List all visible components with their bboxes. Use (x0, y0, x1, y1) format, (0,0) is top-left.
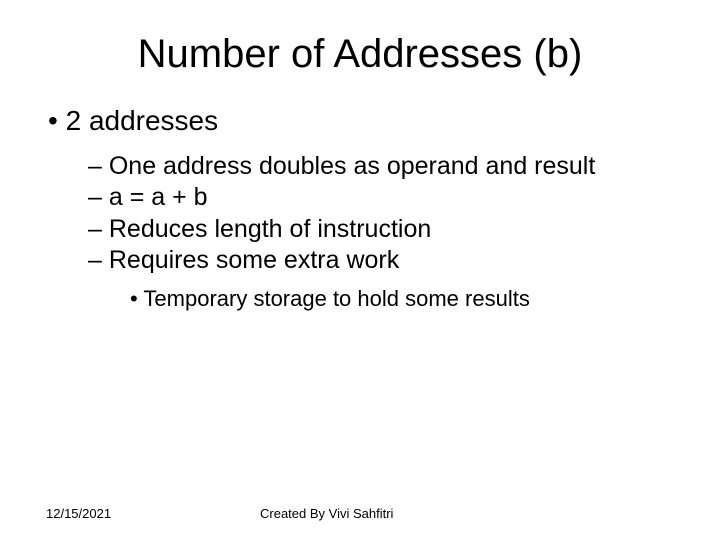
bullet-level2-text: a = a + b (109, 183, 208, 211)
bullet-level3-text: Temporary storage to hold some results (143, 286, 529, 311)
footer-author: Created By Vivi Sahfitri (260, 506, 393, 521)
bullet-level2-text: One address doubles as operand and resul… (109, 152, 595, 180)
bullet-level1: 2 addresses (48, 105, 680, 137)
bullet-level1-text: 2 addresses (66, 105, 219, 136)
slide-container: Number of Addresses (b) 2 addresses One … (0, 0, 720, 540)
footer-date: 12/15/2021 (46, 506, 111, 521)
bullet-level2-item: Requires some extra work (88, 245, 680, 276)
bullet-level2-text: Reduces length of instruction (109, 215, 431, 243)
bullet-level2-item: One address doubles as operand and resul… (88, 151, 680, 182)
slide-title: Number of Addresses (b) (40, 32, 680, 77)
bullet-level2-item: a = a + b (88, 182, 680, 213)
bullet-level3-item: Temporary storage to hold some results (130, 286, 680, 312)
bullet-level2-text: Requires some extra work (109, 246, 399, 274)
bullet-level2-item: Reduces length of instruction (88, 214, 680, 245)
